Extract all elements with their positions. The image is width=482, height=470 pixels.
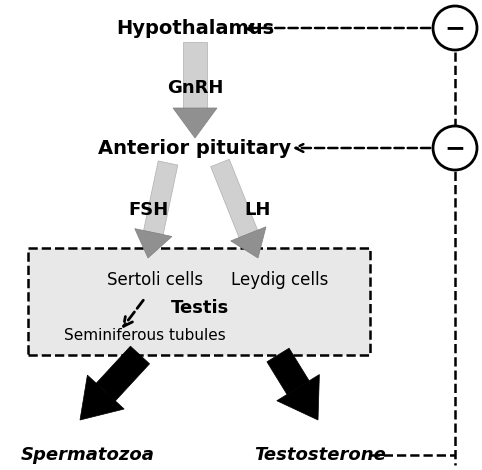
- Polygon shape: [211, 159, 257, 237]
- Text: Sertoli cells: Sertoli cells: [107, 271, 203, 289]
- Text: LH: LH: [245, 201, 271, 219]
- Text: Testosterone: Testosterone: [254, 446, 386, 464]
- Polygon shape: [173, 108, 217, 138]
- Polygon shape: [183, 42, 207, 108]
- Text: FSH: FSH: [128, 201, 168, 219]
- Circle shape: [433, 126, 477, 170]
- Polygon shape: [80, 375, 124, 420]
- Text: Anterior pituitary: Anterior pituitary: [98, 139, 292, 157]
- Text: Leydig cells: Leydig cells: [231, 271, 329, 289]
- Text: −: −: [444, 136, 466, 160]
- Polygon shape: [277, 375, 320, 420]
- Text: Hypothalamus: Hypothalamus: [116, 18, 274, 38]
- Text: Seminiferous tubules: Seminiferous tubules: [64, 329, 226, 344]
- Text: −: −: [444, 16, 466, 40]
- Text: Testis: Testis: [171, 299, 229, 317]
- Polygon shape: [267, 348, 309, 394]
- Text: GnRH: GnRH: [167, 79, 223, 97]
- Circle shape: [433, 6, 477, 50]
- Polygon shape: [144, 161, 178, 235]
- Polygon shape: [135, 228, 172, 258]
- Text: Spermatozoa: Spermatozoa: [21, 446, 155, 464]
- Polygon shape: [96, 346, 149, 401]
- FancyBboxPatch shape: [28, 248, 370, 355]
- Polygon shape: [231, 227, 266, 258]
